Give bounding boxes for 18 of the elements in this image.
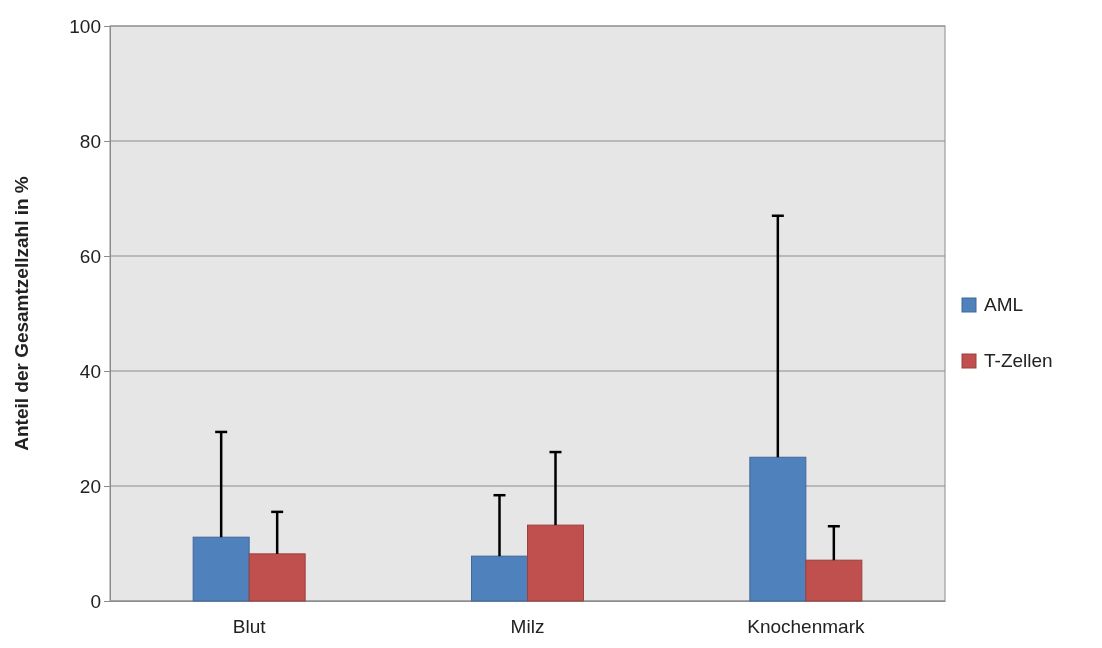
y-tick-label: 0 [90, 590, 101, 612]
bar [192, 536, 250, 602]
y-tick-label: 80 [79, 130, 101, 152]
legend-label: AML [984, 294, 1024, 315]
x-tick-label: Knochenmark [747, 615, 865, 637]
bar [248, 553, 306, 602]
y-tick-label: 40 [79, 360, 101, 382]
bar [527, 524, 584, 602]
bar [749, 456, 807, 602]
y-tick-label: 60 [79, 245, 101, 267]
y-tick-label: 20 [79, 475, 101, 497]
bar [805, 559, 863, 602]
y-tick-label: 100 [69, 15, 101, 37]
x-tick-label: Blut [232, 615, 267, 637]
legend-label: T-Zellen [984, 350, 1053, 371]
x-tick-label: Milz [510, 615, 545, 637]
bar [471, 555, 528, 602]
y-axis-title: Anteil der Gesamtzellzahl in % [11, 176, 32, 451]
